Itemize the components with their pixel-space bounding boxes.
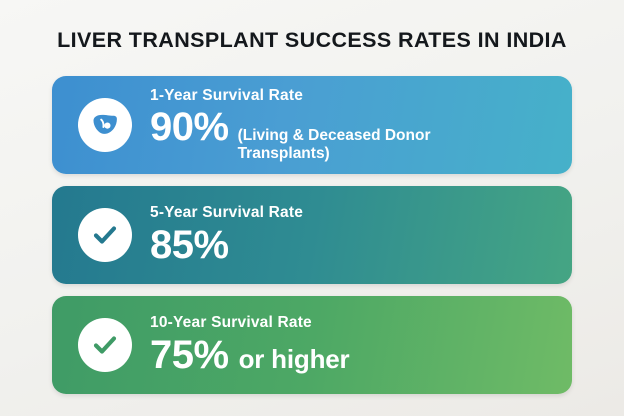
stat-text-block: 10-Year Survival Rate 75% or higher: [150, 314, 572, 375]
page-title: LIVER TRANSPLANT SUCCESS RATES IN INDIA: [57, 28, 567, 52]
check-icon: [78, 208, 132, 262]
stat-card-content: 1-Year Survival Rate 90% (Living & Decea…: [52, 76, 572, 174]
liver-icon: [78, 98, 132, 152]
stat-card-content: 10-Year Survival Rate 75% or higher: [52, 296, 572, 394]
stat-label: 5-Year Survival Rate: [150, 204, 304, 222]
stat-card-content: 5-Year Survival Rate 85%: [52, 186, 572, 284]
stat-card-1-year: 1-Year Survival Rate 90% (Living & Decea…: [52, 76, 572, 174]
stat-value-row: 75% or higher: [150, 334, 556, 376]
stat-suffix: (Living & Deceased Donor Transplants): [237, 126, 431, 163]
stat-value: 85%: [150, 222, 229, 267]
stat-value-row: 85%: [150, 224, 556, 266]
stat-label: 10-Year Survival Rate: [150, 314, 312, 332]
stat-card-10-year: 10-Year Survival Rate 75% or higher: [52, 296, 572, 394]
check-icon: [78, 318, 132, 372]
stat-text-block: 5-Year Survival Rate 85%: [150, 204, 572, 265]
stat-card-5-year: 5-Year Survival Rate 85%: [52, 186, 572, 284]
stat-card-list: 1-Year Survival Rate 90% (Living & Decea…: [52, 76, 572, 406]
stat-label: 1-Year Survival Rate: [150, 86, 304, 104]
stat-text-block: 1-Year Survival Rate 90% (Living & Decea…: [150, 87, 572, 164]
stat-value: 90%: [150, 104, 229, 149]
stat-value: 75%: [150, 332, 229, 377]
stat-value-row: 90% (Living & Deceased Donor Transplants…: [150, 106, 556, 164]
stat-suffix: or higher: [238, 343, 350, 374]
